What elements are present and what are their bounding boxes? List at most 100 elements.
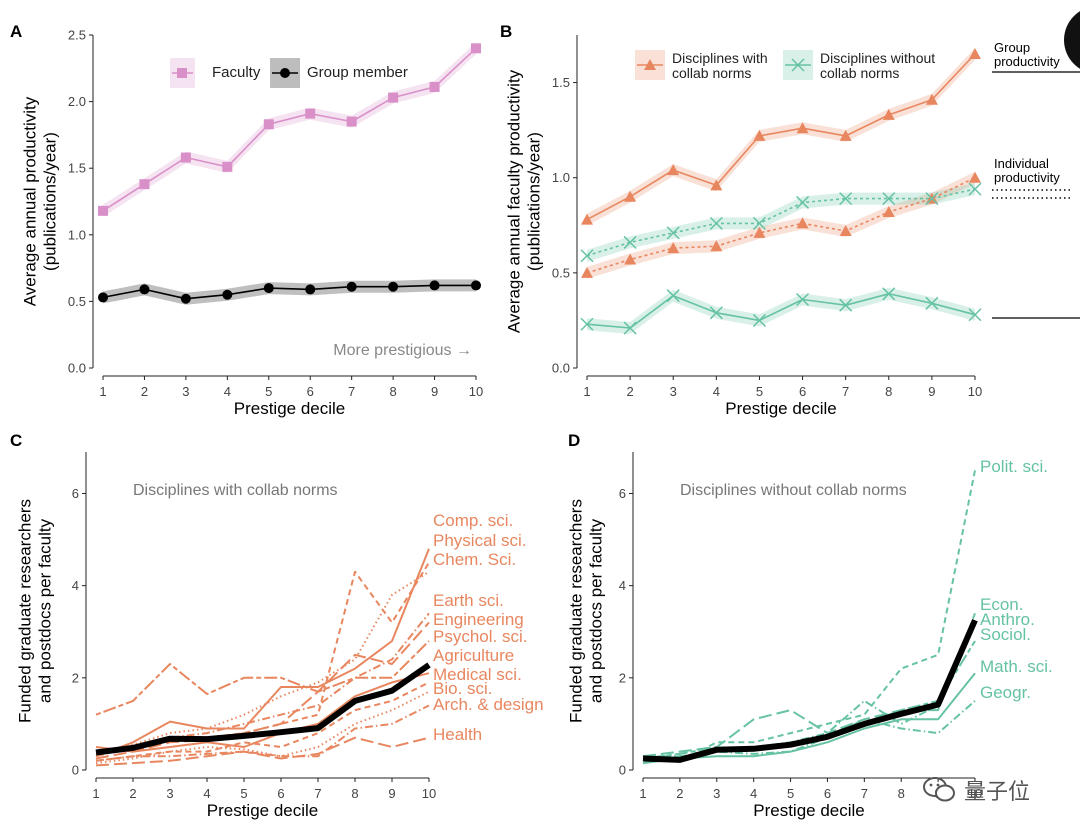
x-tick-label: 1 — [92, 786, 99, 801]
y-axis-label: Average annual productivity — [20, 96, 39, 306]
x-tick-label: 8 — [898, 786, 905, 801]
side-label: Group — [994, 40, 1030, 55]
data-point — [969, 171, 981, 183]
data-point — [581, 266, 593, 278]
x-axis-label: Prestige decile — [234, 399, 346, 418]
x-tick-label: 6 — [799, 384, 806, 399]
series-line — [642, 470, 976, 762]
series-end-label: Econ. — [980, 595, 1023, 614]
data-point — [429, 81, 440, 92]
data-point — [581, 213, 593, 225]
series-line — [642, 672, 976, 765]
data-point — [388, 281, 399, 292]
legend-key-marker — [644, 59, 656, 70]
x-tick-label: 4 — [750, 786, 757, 801]
x-tick-label: 10 — [968, 786, 982, 801]
x-tick-label: 2 — [141, 384, 148, 399]
x-tick-label: 1 — [99, 384, 106, 399]
data-point — [305, 108, 316, 119]
series-line — [102, 284, 476, 300]
series-line — [95, 672, 430, 753]
data-point — [796, 195, 810, 209]
y-tick-label: 2.0 — [68, 94, 86, 109]
data-point — [839, 224, 852, 236]
series-line — [95, 681, 430, 762]
x-tick-label: 9 — [928, 384, 935, 399]
x-tick-label: 10 — [469, 384, 483, 399]
data-point — [263, 283, 274, 294]
data-point — [623, 321, 637, 335]
y-tick-label: 1.5 — [68, 161, 86, 176]
data-point — [624, 190, 637, 202]
series-line — [95, 548, 430, 758]
data-point — [796, 292, 810, 307]
panel-letter: D — [568, 431, 580, 450]
y-tick-label: 6 — [619, 486, 626, 501]
data-point — [839, 298, 853, 312]
legend-key-marker — [791, 58, 805, 72]
data-point — [968, 182, 982, 196]
data-point — [753, 226, 766, 238]
x-tick-label: 7 — [861, 786, 868, 801]
series-line — [586, 293, 976, 329]
series-line — [95, 736, 430, 767]
axes-layer — [82, 34, 976, 782]
x-tick-label: 5 — [240, 786, 247, 801]
series-line — [102, 47, 477, 212]
x-tick-label: 6 — [277, 786, 284, 801]
data-point — [222, 161, 233, 172]
data-point — [710, 179, 723, 191]
y-tick-label: 2 — [72, 670, 79, 685]
average-line — [642, 618, 978, 763]
data-point — [796, 122, 809, 134]
x-tick-label: 8 — [885, 384, 892, 399]
x-axis-label: Prestige decile — [207, 801, 319, 820]
x-tick-label: 5 — [265, 384, 272, 399]
wechat-icon — [923, 777, 955, 802]
series-line — [95, 704, 430, 762]
data-point — [222, 289, 233, 300]
data-point — [580, 249, 594, 263]
side-label: productivity — [994, 170, 1060, 185]
x-tick-label: 4 — [224, 384, 231, 399]
watermark: 量子位 — [922, 772, 1072, 808]
legend-label: Faculty — [212, 64, 261, 81]
data-point — [968, 308, 982, 322]
legend-key-marker — [280, 68, 290, 78]
data-point — [666, 226, 680, 240]
x-tick-label: 8 — [389, 384, 396, 399]
series-line — [586, 53, 976, 221]
series-end-label: Medical sci. — [433, 665, 522, 684]
series-end-label: Engineering — [433, 610, 524, 629]
data-point — [346, 116, 357, 127]
x-tick-label: 2 — [676, 786, 683, 801]
y-tick-label: 0.0 — [68, 361, 86, 376]
side-label: Individual — [994, 156, 1049, 171]
panel-title: Disciplines with collab norms — [133, 482, 338, 499]
data-point — [752, 216, 766, 230]
markers-layer — [95, 43, 982, 763]
x-tick-label: 4 — [713, 384, 720, 399]
series-end-label: Bio. sci. — [433, 679, 493, 698]
x-tick-label: 3 — [670, 384, 677, 399]
x-tick-label: 10 — [422, 786, 436, 801]
data-point — [925, 192, 939, 206]
legend-label: collab norms — [672, 65, 751, 81]
x-axis-label: Prestige decile — [753, 801, 865, 820]
data-point — [752, 313, 766, 327]
series-end-label: Arch. & design — [433, 695, 544, 714]
data-point — [839, 192, 853, 206]
series-end-label: Geogr. — [980, 683, 1031, 702]
data-point — [139, 179, 150, 190]
x-tick-label: 1 — [639, 786, 646, 801]
x-tick-label: 9 — [431, 384, 438, 399]
legend-label: Disciplines without — [820, 50, 935, 66]
x-tick-label: 5 — [756, 384, 763, 399]
y-axis-label: Funded graduate researchers — [566, 499, 585, 723]
x-tick-label: 6 — [307, 384, 314, 399]
data-point — [180, 293, 191, 304]
y-tick-label: 4 — [619, 578, 626, 593]
data-point — [429, 280, 440, 291]
series-line — [95, 690, 430, 765]
